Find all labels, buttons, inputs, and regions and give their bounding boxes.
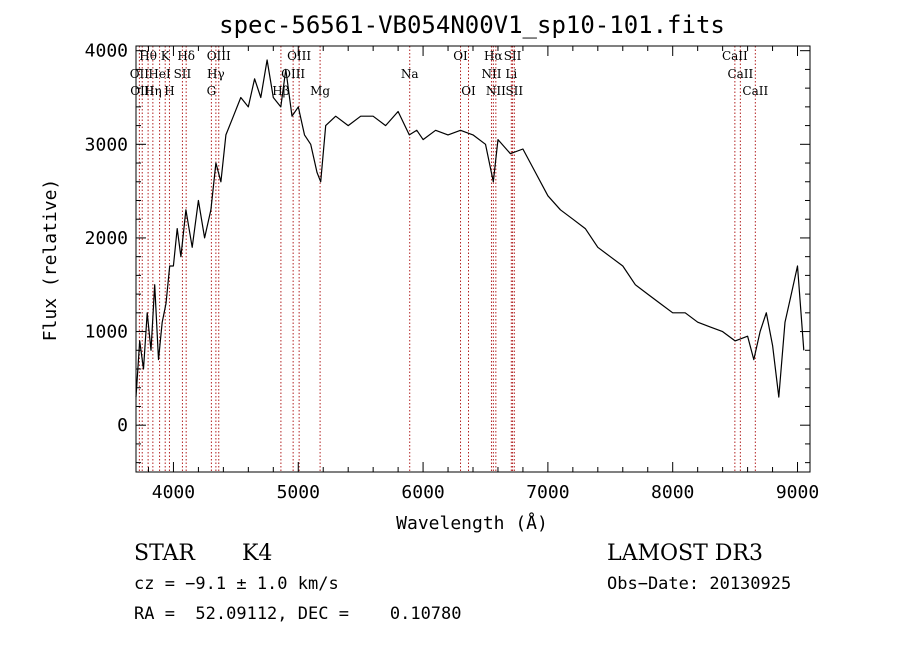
spectral-line-markers <box>138 46 756 472</box>
object-type: STAR <box>134 541 196 566</box>
line-label: CaII <box>742 84 768 98</box>
line-label: Na <box>401 67 419 81</box>
line-label: Hδ <box>177 49 195 63</box>
line-label: Hα <box>484 49 503 63</box>
line-label: H <box>164 84 174 98</box>
line-label: OIII <box>207 49 231 63</box>
x-tick-label: 9000 <box>776 482 819 503</box>
line-label: CaII <box>727 67 753 81</box>
line-label: Hη <box>144 84 162 98</box>
y-tick-label: 1000 <box>85 322 128 343</box>
axis-ticks: 4000 5000 6000 7000 8000 9000 0 1000 2000 3000 400… <box>85 41 820 503</box>
x-tick-label: 4000 <box>152 482 195 503</box>
line-label: Hγ <box>207 67 225 81</box>
line-label: G <box>207 84 217 98</box>
line-label: SII <box>505 84 523 98</box>
line-label: HeI <box>148 67 171 81</box>
coordinates: RA = 52.09112, DEC = 0.10780 <box>134 604 462 624</box>
x-tick-label: 5000 <box>277 482 320 503</box>
line-label: Hθ <box>139 49 157 63</box>
y-tick-label: 3000 <box>85 134 128 155</box>
line-label: OII <box>130 67 150 81</box>
spectrum-line <box>135 59 805 398</box>
redshift-cz: cz = −9.1 ± 1.0 km/s <box>134 574 339 594</box>
y-tick-label: 4000 <box>85 41 128 62</box>
line-label: NII <box>481 67 501 81</box>
line-label: OI <box>453 49 468 63</box>
y-axis-label: Flux (relative) <box>40 179 61 342</box>
line-label: OI <box>461 84 476 98</box>
line-label: K <box>161 49 171 63</box>
line-label: Hβ <box>272 84 289 98</box>
y-tick-label: 0 <box>117 415 128 436</box>
observation-date: Obs−Date: 20130925 <box>607 574 791 594</box>
y-tick-label: 2000 <box>85 228 128 249</box>
line-label: Mg <box>310 84 330 98</box>
line-label: CaII <box>722 49 748 63</box>
x-tick-label: 6000 <box>401 482 444 503</box>
plot-frame <box>135 45 811 473</box>
line-label: SII <box>504 49 522 63</box>
survey-name: LAMOST DR3 <box>607 541 763 566</box>
spectral-subclass: K4 <box>242 541 272 566</box>
line-label: Li <box>505 67 517 81</box>
line-label: NII <box>486 84 506 98</box>
x-axis-label: Wavelength (Å) <box>396 512 548 534</box>
x-tick-label: 8000 <box>651 482 694 503</box>
chart-title: spec-56561-VB054N00V1_sp10-101.fits <box>219 11 725 39</box>
line-label: SII <box>174 67 192 81</box>
x-tick-label: 7000 <box>526 482 569 503</box>
line-label: OIII <box>287 49 311 63</box>
